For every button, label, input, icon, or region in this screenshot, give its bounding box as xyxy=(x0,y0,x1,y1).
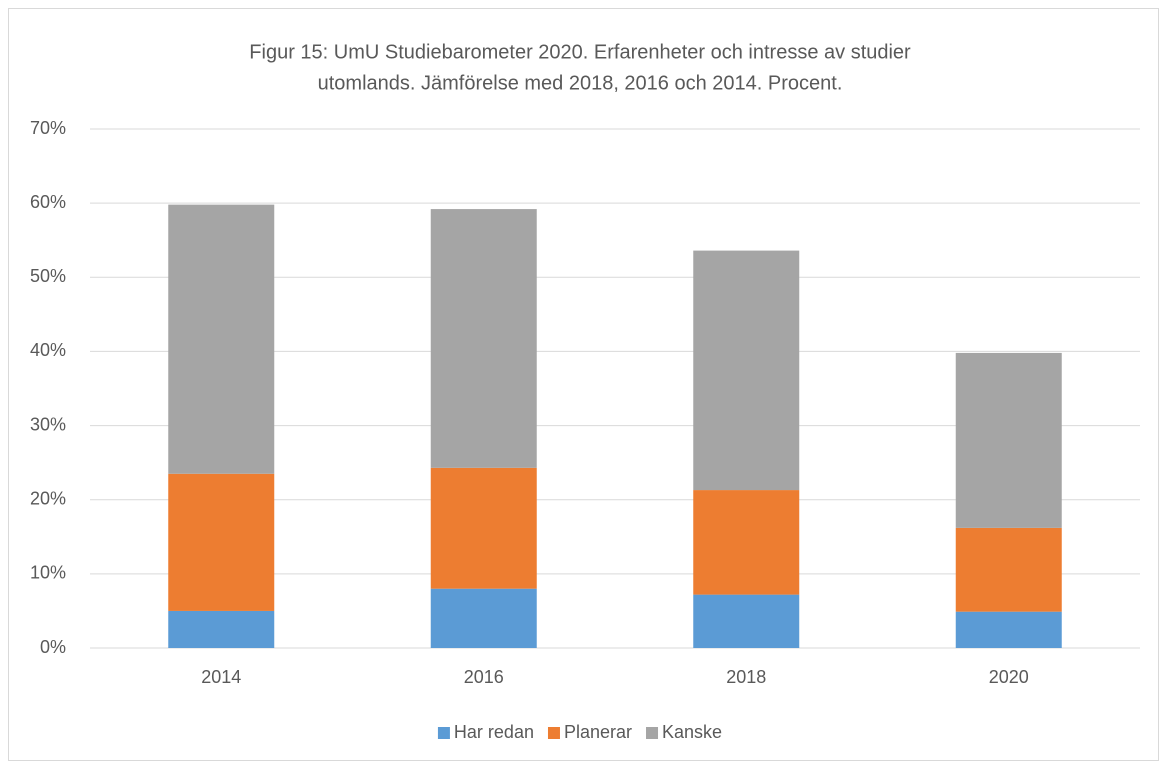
bar-segment xyxy=(955,611,1062,648)
chart-title: utomlands. Jämförelse med 2018, 2016 och… xyxy=(318,72,843,94)
y-tick-label: 20% xyxy=(30,488,66,508)
chart-title: Figur 15: UmU Studiebarometer 2020. Erfa… xyxy=(249,41,911,63)
y-tick-label: 30% xyxy=(30,414,66,434)
x-tick-label: 2016 xyxy=(464,667,504,687)
x-tick-label: 2014 xyxy=(201,667,241,687)
bar-segment xyxy=(168,204,275,474)
y-tick-label: 60% xyxy=(30,192,66,212)
legend-swatch xyxy=(646,727,659,739)
bar-segment xyxy=(955,527,1062,612)
bar-segment xyxy=(168,473,275,611)
bar-segment xyxy=(168,610,275,648)
y-tick-label: 70% xyxy=(30,118,66,138)
bar-segment xyxy=(430,467,537,589)
y-tick-label: 0% xyxy=(40,637,66,657)
bar-segment xyxy=(693,250,800,491)
legend-label: Planerar xyxy=(564,722,632,742)
y-tick-label: 10% xyxy=(30,563,66,583)
y-tick-label: 50% xyxy=(30,266,66,286)
legend-swatch xyxy=(547,727,560,739)
x-tick-label: 2020 xyxy=(989,667,1029,687)
legend-label: Kanske xyxy=(662,722,722,742)
x-tick-label: 2018 xyxy=(726,667,766,687)
bar-segment xyxy=(430,588,537,648)
legend-swatch xyxy=(437,727,450,739)
bar-segment xyxy=(430,209,537,468)
bar-segment xyxy=(955,352,1062,528)
legend-label: Har redan xyxy=(454,722,534,742)
bar-segment xyxy=(693,594,800,648)
bar-segment xyxy=(693,490,800,595)
y-tick-label: 40% xyxy=(30,340,66,360)
